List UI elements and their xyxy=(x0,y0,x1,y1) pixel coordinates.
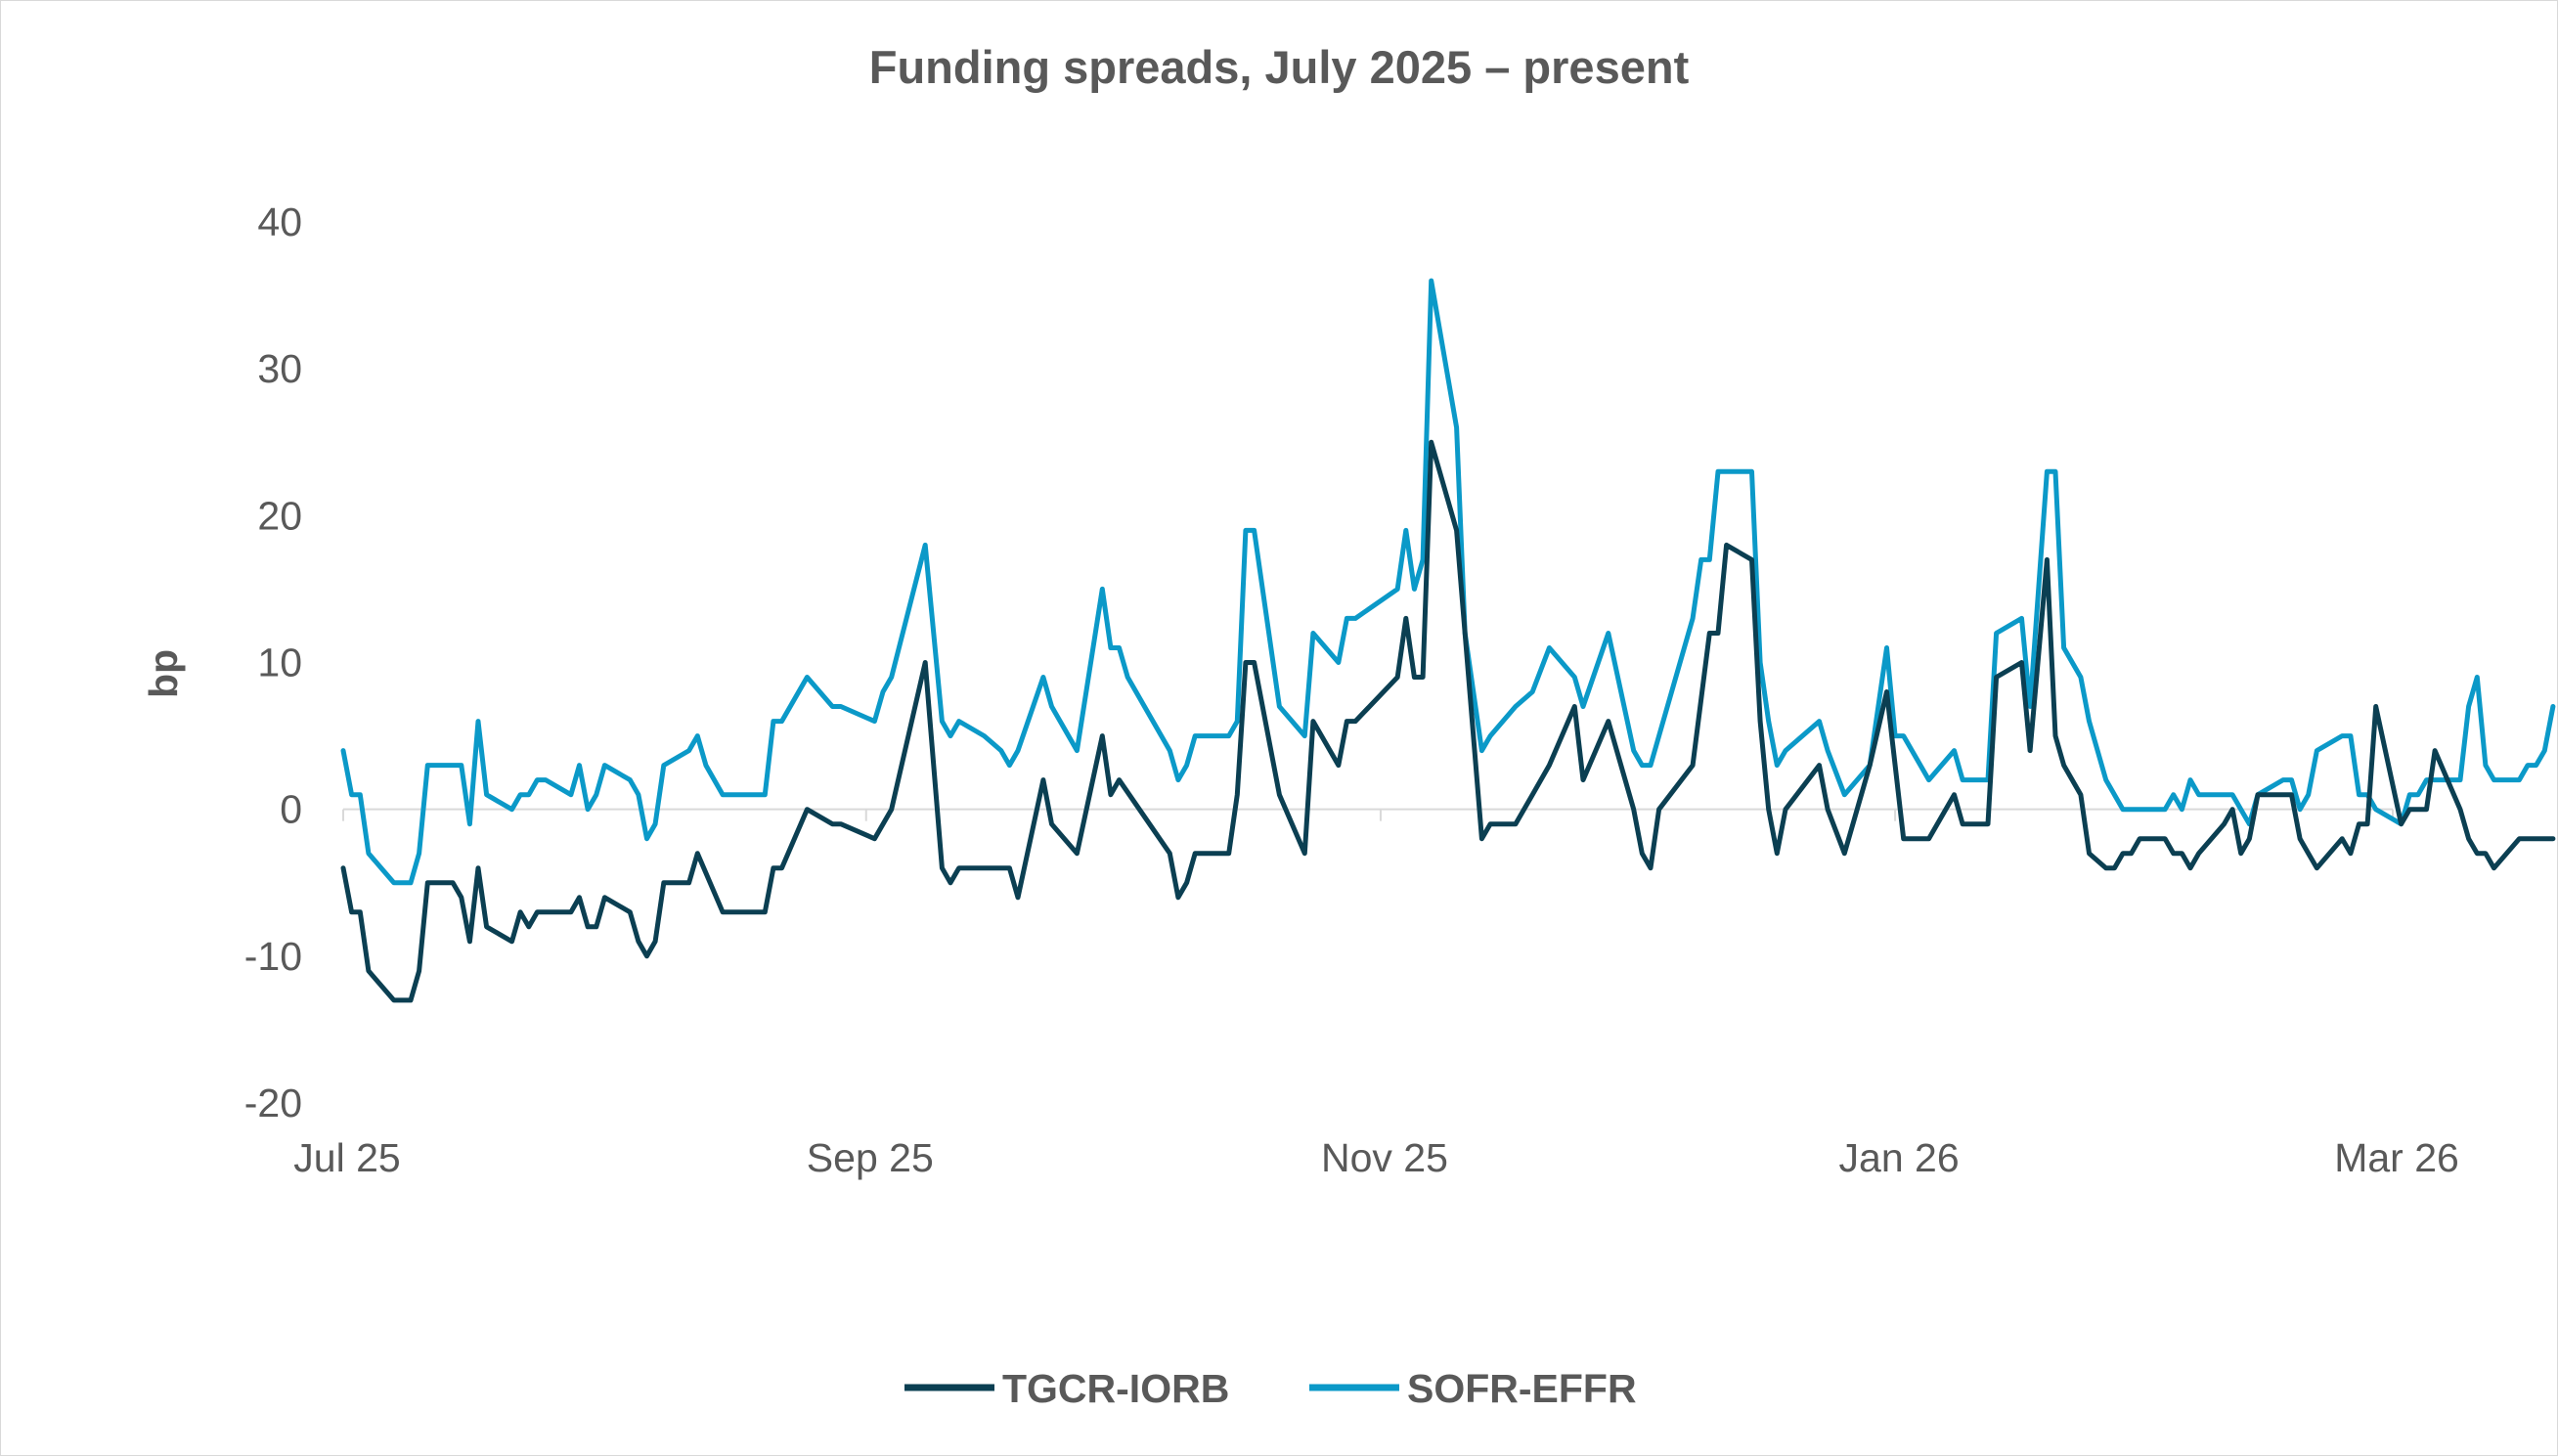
x-tick-label: Jan 26 xyxy=(1839,1135,1960,1180)
x-tick-label: Jul 25 xyxy=(293,1135,400,1180)
x-tick-label: Sep 25 xyxy=(807,1135,934,1180)
x-axis-ticks: Jul 25 Sep 25 Nov 25 Jan 26 Mar 26 xyxy=(293,809,2459,1180)
legend: TGCR-IORB SOFR-EFFR xyxy=(904,1366,1637,1411)
legend-label: TGCR-IORB xyxy=(1002,1366,1229,1411)
y-tick-label: 20 xyxy=(257,493,302,538)
y-tick-label: -10 xyxy=(244,934,302,979)
y-tick-label: 0 xyxy=(280,787,302,832)
legend-label: SOFR-EFFR xyxy=(1407,1366,1637,1411)
chart-title: Funding spreads, July 2025 – present xyxy=(869,41,1690,93)
y-axis-ticks: -20 -10 0 10 20 30 40 xyxy=(244,199,302,1125)
series-line-sofr-effr xyxy=(340,278,2556,886)
series-line-tgcr-iorb xyxy=(340,439,2556,1003)
y-tick-label: 10 xyxy=(257,640,302,685)
series-lines xyxy=(340,278,2556,1003)
y-tick-label: 30 xyxy=(257,346,302,391)
y-axis-label: bp xyxy=(141,649,186,698)
x-tick-label: Mar 26 xyxy=(2334,1135,2459,1180)
y-tick-label: 40 xyxy=(257,199,302,244)
y-tick-label: -20 xyxy=(244,1081,302,1125)
x-tick-label: Nov 25 xyxy=(1321,1135,1448,1180)
